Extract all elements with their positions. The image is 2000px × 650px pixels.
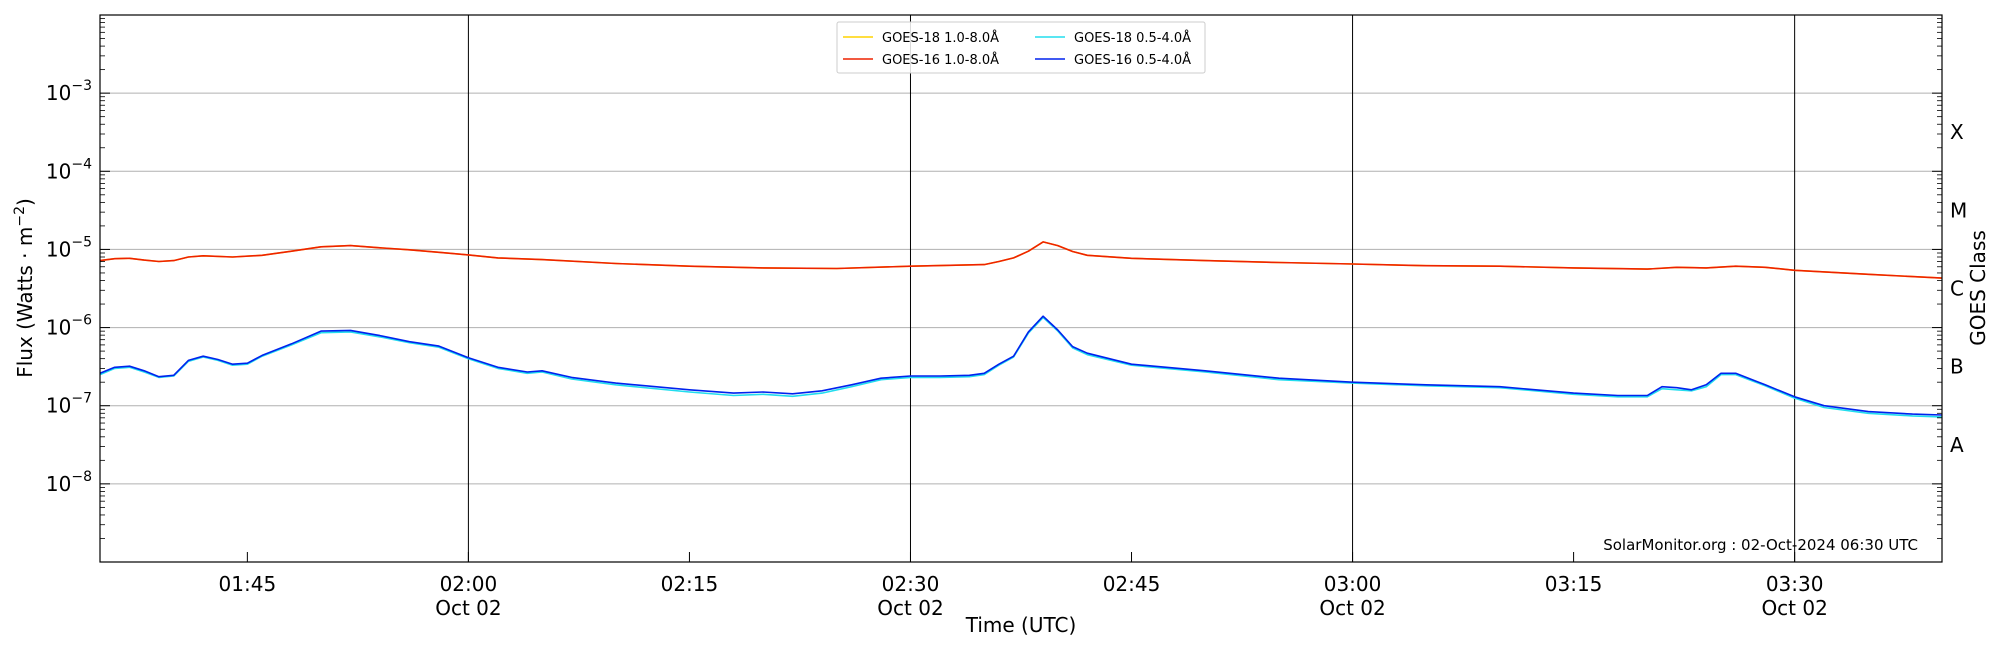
x-tick-label: 02:15 [661, 572, 719, 596]
goes-class-axis-title: GOES Class [1966, 230, 1990, 346]
goes-class-label: C [1950, 277, 1964, 301]
y-axis-title: Flux (Watts · m−2) [12, 198, 37, 378]
x-tick-label: 03:00 [1324, 572, 1382, 596]
y-tick-label: 10−4 [46, 156, 92, 183]
series-line-1 [99, 241, 1943, 279]
y-axis-title-exponent: −2 [12, 206, 28, 227]
vertical-lines-layer [467, 15, 1796, 562]
x-tick-date-label: Oct 02 [1761, 596, 1827, 620]
plot-frame [99, 14, 1943, 563]
x-axis-title: Time (UTC) [965, 613, 1077, 637]
goes-class-label: M [1950, 198, 1967, 222]
ticks-layer [100, 18, 1942, 562]
y-tick-exponent: −4 [71, 156, 92, 172]
y-tick-exponent: −7 [71, 391, 92, 407]
legend-label-goes18-short: GOES-18 0.5-4.0Å [1074, 30, 1191, 46]
y-tick-exponent: −5 [71, 234, 92, 250]
y-tick-exponent: −8 [71, 469, 92, 485]
y-tick-base: 10 [46, 472, 71, 496]
y-axis-title-main: Flux (Watts · m [13, 227, 37, 378]
legend-label-goes16-short: GOES-16 0.5-4.0Å [1074, 52, 1191, 68]
x-tick-date-label: Oct 02 [1319, 596, 1385, 620]
y-tick-base: 10 [46, 81, 71, 105]
y-tick-exponent: −3 [71, 78, 92, 94]
y-tick-label: 10−6 [46, 313, 92, 340]
y-tick-base: 10 [46, 237, 71, 261]
x-tick-label: 02:45 [1103, 572, 1161, 596]
goes-class-label: B [1950, 355, 1964, 379]
grid-layer [100, 92, 1942, 485]
legend: GOES-18 1.0-8.0Å GOES-16 1.0-8.0Å GOES-1… [836, 21, 1206, 74]
legend-box [836, 21, 1206, 74]
y-tick-base: 10 [46, 316, 71, 340]
series-line-2 [99, 316, 1943, 418]
x-tick-date-label: Oct 02 [877, 596, 943, 620]
goes-class-label: X [1950, 120, 1964, 144]
y-tick-exponent: −6 [71, 313, 92, 329]
x-tick-date-label: Oct 02 [435, 596, 501, 620]
y-tick-label: 10−3 [46, 78, 92, 105]
y-tick-label: 10−7 [46, 391, 92, 418]
credit-text: SolarMonitor.org : 02-Oct-2024 06:30 UTC [1603, 536, 1918, 554]
series-line-3 [99, 315, 1943, 416]
goes-class-label: A [1950, 433, 1964, 457]
x-tick-label: 02:30 [882, 572, 940, 596]
series-layer [99, 241, 1943, 418]
x-tick-label: 02:00 [440, 572, 498, 596]
y-tick-label: 10−8 [46, 469, 92, 496]
y-tick-base: 10 [46, 159, 71, 183]
legend-label-goes18-long: GOES-18 1.0-8.0Å [882, 30, 999, 46]
y-axis-title-end: ) [13, 198, 37, 206]
y-tick-label: 10−5 [46, 234, 92, 261]
x-tick-label: 03:15 [1545, 572, 1603, 596]
y-tick-base: 10 [46, 394, 71, 418]
x-tick-label: 03:30 [1766, 572, 1824, 596]
legend-label-goes16-long: GOES-16 1.0-8.0Å [882, 52, 999, 68]
x-tick-label: 01:45 [219, 572, 277, 596]
